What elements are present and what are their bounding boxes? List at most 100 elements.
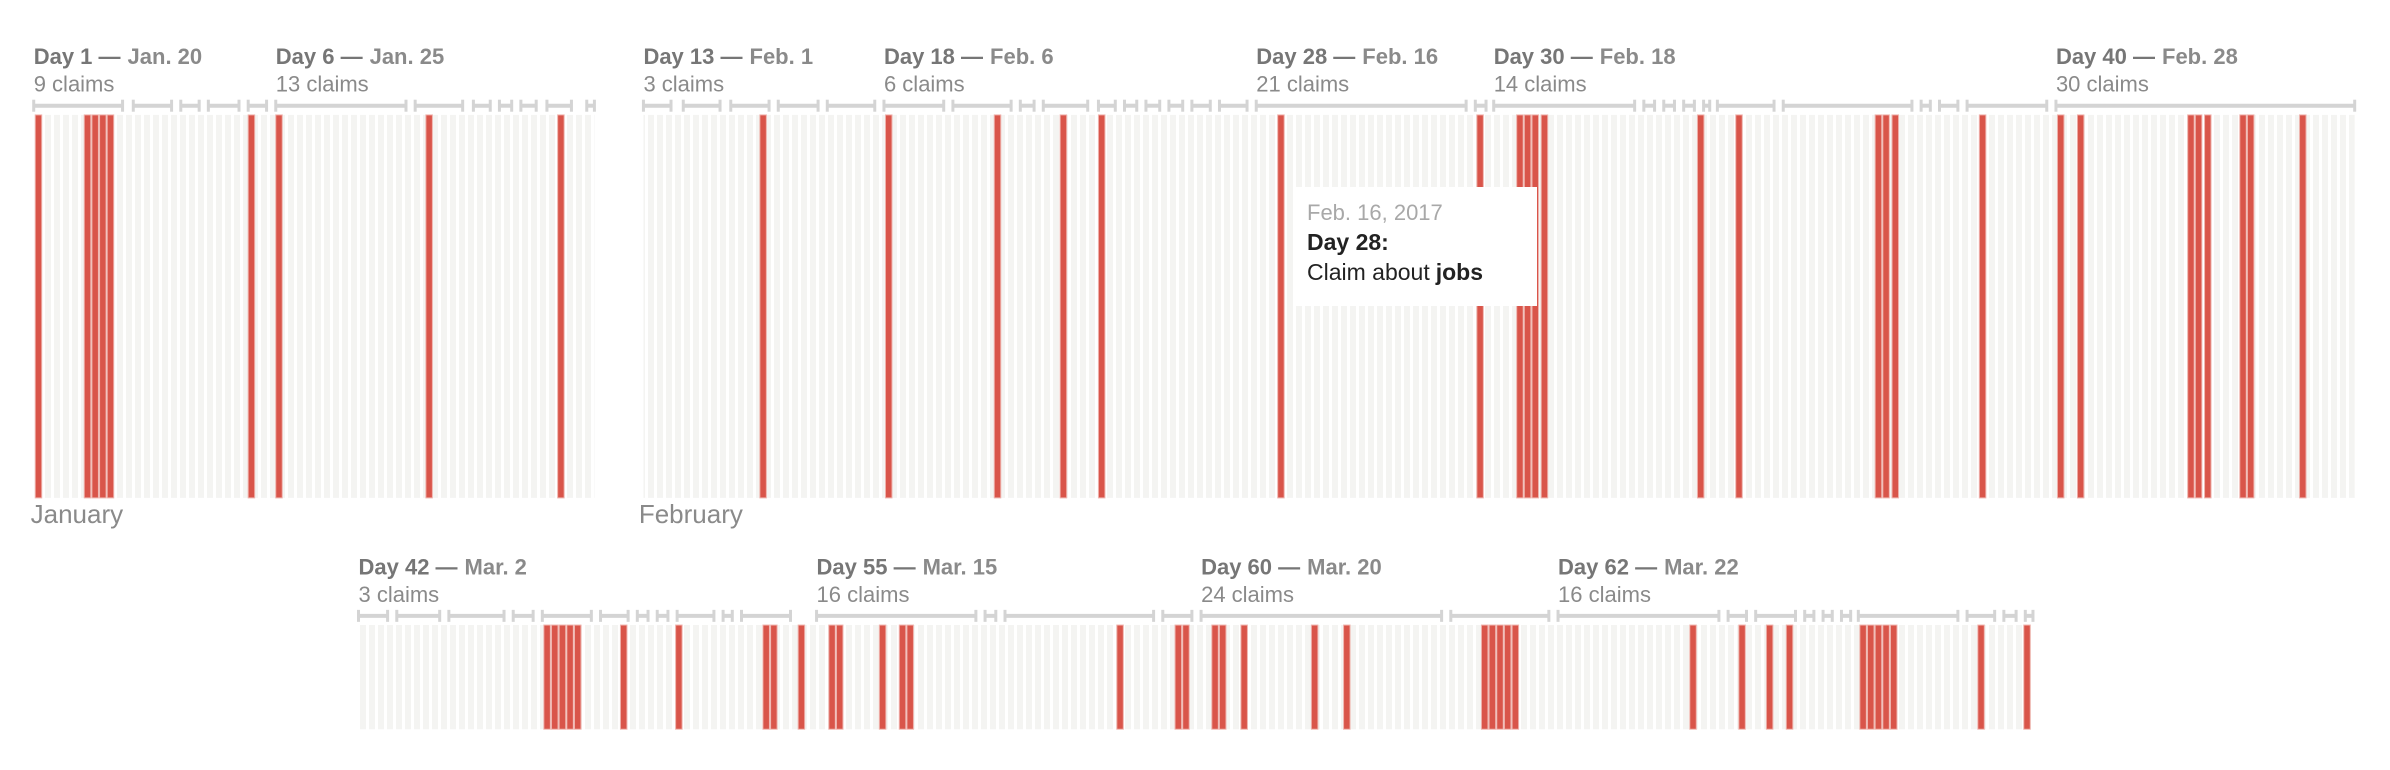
claim-stripe	[1738, 624, 1746, 730]
claim-stripe	[1511, 624, 1520, 730]
day-title: Day 60 —	[1201, 554, 1300, 579]
claim-stripe	[759, 114, 767, 499]
day-date: Mar. 15	[923, 554, 998, 579]
claim-count: 30 claims	[2056, 72, 2149, 97]
claim-count: 13 claims	[276, 72, 369, 97]
day-date: Mar. 2	[465, 554, 527, 579]
day-title: Day 30 —	[1494, 44, 1593, 69]
claim-count: 3 claims	[643, 72, 724, 97]
claim-stripe	[2204, 114, 2212, 499]
claim-stripe	[619, 624, 628, 730]
claim-stripe	[566, 624, 574, 730]
day-date: Feb. 16	[1362, 44, 1438, 69]
claim-stripe	[2194, 114, 2203, 499]
day-label: Day 55 — Mar. 15	[817, 554, 998, 579]
claim-stripe	[2076, 114, 2085, 499]
claim-count: 6 claims	[884, 72, 965, 97]
claim-stripe	[106, 114, 115, 499]
day-label: Day 30 — Feb. 18	[1494, 44, 1676, 69]
claim-stripe	[1496, 624, 1504, 730]
claim-stripe	[1523, 114, 1532, 499]
month-label: January	[31, 499, 124, 529]
claim-stripe	[558, 624, 567, 730]
claim-stripe	[1696, 114, 1705, 499]
claim-stripe	[1488, 624, 1497, 730]
claim-stripe	[1059, 114, 1068, 499]
claim-count: 16 claims	[817, 582, 910, 607]
claim-stripe	[1240, 624, 1248, 730]
claim-stripe	[884, 114, 893, 499]
day-label: Day 62 — Mar. 22	[1558, 554, 1739, 579]
day-date: Feb. 6	[990, 44, 1054, 69]
claim-stripe	[543, 624, 551, 730]
claim-stripe	[2246, 114, 2255, 499]
day-label: Day 28 — Feb. 16	[1256, 44, 1438, 69]
claim-stripe	[1116, 624, 1124, 730]
claim-stripe	[835, 624, 844, 730]
day-date: Feb. 1	[750, 44, 814, 69]
tooltip-claim: Claim about	[1307, 259, 1430, 285]
claim-stripe	[99, 114, 107, 499]
claim-stripe	[557, 114, 565, 499]
claim-stripe	[2239, 114, 2247, 499]
day-date: Feb. 28	[2162, 44, 2238, 69]
claim-stripe	[770, 624, 778, 730]
claim-stripe	[1531, 114, 1539, 499]
day-date: Feb. 18	[1600, 44, 1676, 69]
tooltip-date: Feb. 16, 2017	[1307, 200, 1443, 225]
claim-stripe	[797, 624, 806, 730]
claim-stripe	[2056, 114, 2065, 499]
claim-stripe	[1540, 114, 1549, 499]
claim-stripe	[1874, 624, 1883, 730]
day-label: Day 6 — Jan. 25	[276, 44, 444, 69]
claim-stripe	[425, 114, 433, 499]
tooltip-text: Claim about jobs	[1307, 259, 1483, 285]
day-label: Day 13 — Feb. 1	[643, 44, 813, 69]
day-title: Day 1 —	[34, 44, 121, 69]
stripe-background	[33, 114, 595, 498]
tooltip-topic: jobs	[1435, 259, 1483, 285]
stripe-background	[358, 625, 2033, 730]
claim-stripe	[1516, 114, 1524, 499]
claim-stripe	[1689, 624, 1697, 730]
day-date: Mar. 20	[1307, 554, 1382, 579]
claim-stripe	[1874, 114, 1883, 499]
day-label: Day 60 — Mar. 20	[1201, 554, 1382, 579]
claim-stripe	[1977, 624, 1985, 730]
day-title: Day 55 —	[817, 554, 916, 579]
day-date: Jan. 20	[128, 44, 203, 69]
claim-stripe	[1277, 114, 1285, 499]
claim-stripe	[1218, 624, 1227, 730]
claim-stripe	[1882, 114, 1890, 499]
claim-stripe	[1765, 624, 1774, 730]
claim-count: 9 claims	[34, 72, 115, 97]
claim-stripe	[1785, 624, 1794, 730]
month-label: February	[639, 499, 743, 529]
day-date: Jan. 25	[370, 44, 445, 69]
stripe-background	[643, 114, 2355, 498]
claim-stripe	[1480, 624, 1489, 730]
claim-stripe	[1735, 114, 1743, 499]
claim-stripe	[1978, 114, 1987, 499]
claim-stripe	[675, 624, 683, 730]
claim-stripe	[551, 624, 559, 730]
claim-stripe	[2023, 624, 2031, 730]
claim-stripe	[275, 114, 283, 499]
day-label: Day 42 — Mar. 2	[358, 554, 526, 579]
claim-stripe	[1476, 114, 1484, 499]
day-title: Day 62 —	[1558, 554, 1657, 579]
claim-stripe	[828, 624, 836, 730]
claim-stripe	[1211, 624, 1219, 730]
claim-stripe	[83, 114, 92, 499]
claim-stripe	[1182, 624, 1190, 730]
claim-stripe	[1503, 624, 1512, 730]
claim-stripe	[247, 114, 256, 499]
claim-count: 3 claims	[358, 582, 439, 607]
day-label: Day 18 — Feb. 6	[884, 44, 1054, 69]
tooltip	[1295, 187, 1537, 306]
day-title: Day 40 —	[2056, 44, 2155, 69]
day-label: Day 1 — Jan. 20	[34, 44, 202, 69]
claim-stripe	[898, 624, 907, 730]
day-title: Day 6 —	[276, 44, 363, 69]
day-title: Day 18 —	[884, 44, 983, 69]
